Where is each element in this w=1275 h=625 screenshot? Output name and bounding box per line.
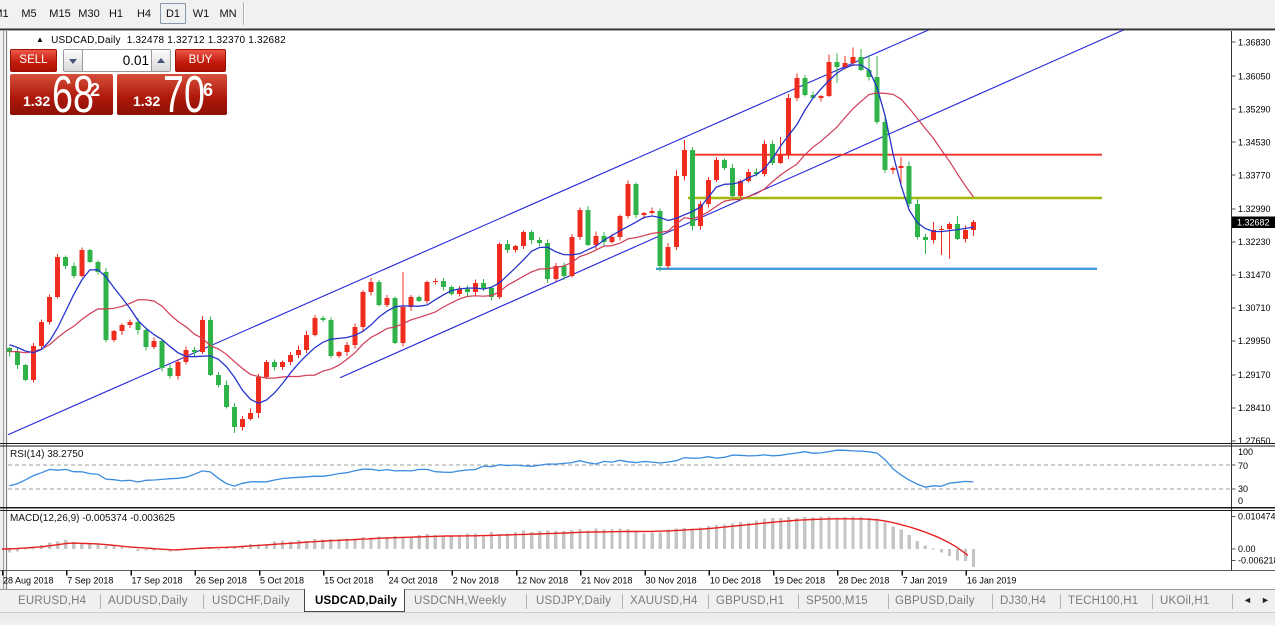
- svg-text:0.00: 0.00: [1238, 544, 1256, 554]
- svg-text:1.28410: 1.28410: [1238, 403, 1271, 413]
- svg-text:1.31470: 1.31470: [1238, 270, 1271, 280]
- svg-text:17 Sep 2018: 17 Sep 2018: [132, 576, 183, 586]
- svg-text:30: 30: [1238, 484, 1248, 494]
- svg-text:24 Oct 2018: 24 Oct 2018: [389, 576, 438, 586]
- svg-text:1.30710: 1.30710: [1238, 303, 1271, 313]
- svg-text:1.32990: 1.32990: [1238, 204, 1271, 214]
- svg-text:1.33770: 1.33770: [1238, 170, 1271, 180]
- svg-text:7 Jan 2019: 7 Jan 2019: [903, 576, 948, 586]
- svg-text:2 Nov 2018: 2 Nov 2018: [453, 576, 499, 586]
- svg-text:MACD(12,26,9) -0.005374 -0.003: MACD(12,26,9) -0.005374 -0.003625: [10, 513, 176, 524]
- svg-text:1.32230: 1.32230: [1238, 237, 1271, 247]
- svg-text:70: 70: [1238, 461, 1248, 471]
- svg-text:21 Nov 2018: 21 Nov 2018: [581, 576, 632, 586]
- svg-text:100: 100: [1238, 447, 1253, 457]
- svg-text:10 Dec 2018: 10 Dec 2018: [710, 576, 761, 586]
- svg-text:15 Oct 2018: 15 Oct 2018: [324, 576, 373, 586]
- svg-text:1.27650: 1.27650: [1238, 436, 1271, 446]
- svg-text:12 Nov 2018: 12 Nov 2018: [517, 576, 568, 586]
- svg-text:30 Nov 2018: 30 Nov 2018: [646, 576, 697, 586]
- svg-text:1.29170: 1.29170: [1238, 370, 1271, 380]
- svg-text:0: 0: [1238, 496, 1243, 506]
- svg-text:0.010474: 0.010474: [1238, 511, 1275, 521]
- svg-text:1.35290: 1.35290: [1238, 104, 1271, 114]
- svg-text:1.32682: 1.32682: [1237, 218, 1270, 228]
- svg-text:28 Aug 2018: 28 Aug 2018: [3, 576, 54, 586]
- svg-text:26 Sep 2018: 26 Sep 2018: [196, 576, 247, 586]
- svg-text:1.34530: 1.34530: [1238, 137, 1271, 147]
- svg-text:28 Dec 2018: 28 Dec 2018: [838, 576, 889, 586]
- svg-text:7 Sep 2018: 7 Sep 2018: [67, 576, 113, 586]
- svg-text:RSI(14) 38.2750: RSI(14) 38.2750: [10, 449, 84, 460]
- svg-text:5 Oct 2018: 5 Oct 2018: [260, 576, 304, 586]
- svg-text:1.29950: 1.29950: [1238, 336, 1271, 346]
- svg-text:19 Dec 2018: 19 Dec 2018: [774, 576, 825, 586]
- svg-text:16 Jan 2019: 16 Jan 2019: [967, 576, 1017, 586]
- svg-text:1.36050: 1.36050: [1238, 71, 1271, 81]
- svg-text:-0.006218: -0.006218: [1238, 556, 1275, 566]
- svg-text:1.36830: 1.36830: [1238, 37, 1271, 47]
